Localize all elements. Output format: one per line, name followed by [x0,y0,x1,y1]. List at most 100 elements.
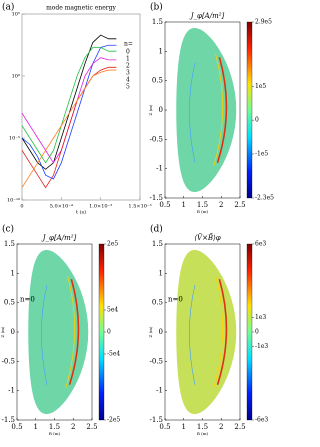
colorbar-tick-label: 2e5 [107,241,118,248]
y-tick-label: 0 [159,328,163,336]
colorbar-tick-label: 0 [255,117,259,124]
colorbar [246,243,253,421]
chart-title: J_φ[A/m²] [189,12,225,20]
x-tick-label: 1.5 [49,423,60,431]
series-line [21,47,117,164]
figure: (a) mode magnetic energy 0 5.0×10⁻⁴ 1.0×10⁻³… [0,2,274,437]
colorbar-tick-label: 0 [255,329,259,336]
current-sheet [189,62,196,163]
y-tick-label: 0 [11,328,15,336]
current-sheet [189,284,196,385]
series-line [21,57,117,164]
y-tick-label: 10⁵ [12,12,20,18]
y-tick-label: -0.5 [150,357,164,365]
y-tick-label: 1.5 [152,18,163,26]
plasma-region [176,27,237,193]
colorbar-tick-label: 2.9e5 [255,19,272,26]
panel-label: (b) [150,2,163,13]
y-tick-label: -0.5 [2,357,16,365]
x-tick-label: 1 [182,423,186,431]
colorbar-tick-label: -6e3 [255,417,268,424]
x-tick-label: 0.5 [159,423,170,431]
colorbar-tick-label: 6e3 [255,241,266,248]
colorbar-tick-label: -2e5 [107,417,120,424]
x-axis-label: R (m) [197,431,209,436]
legend-entry: 0 [126,49,130,56]
x-tick-label: 2 [219,423,223,431]
x-tick-label: 1.0×10⁻³ [89,204,112,210]
y-axis-label: Z (m) [0,326,5,337]
legend-entry: 1 [126,56,130,63]
current-sheet [65,276,76,388]
y-axis-label: Z (m) [148,104,153,115]
y-tick-label: -0.5 [150,135,164,143]
annotation: n=0 [168,296,183,304]
x-tick-label: 2.5 [86,423,97,431]
colorbar-tick-label: 1e3 [255,314,266,321]
y-tick-label: 10⁻¹⁰ [7,198,20,204]
chart-title: ⟨Ṽ×B̃⟩φ [194,233,221,242]
y-tick-label: -1 [156,165,163,173]
colorbar-tick-label: -1e3 [255,343,268,350]
y-tick-label: 0.5 [152,299,163,307]
current-sheet [41,284,48,385]
y-tick-label: -1 [8,387,15,395]
x-tick-label: 2.5 [234,201,245,209]
y-tick-label: -1.5 [150,194,164,202]
current-sheet [213,54,224,166]
colorbar-tick-label: 1e5 [255,83,266,90]
legend-title: n= [124,41,133,48]
chart-title: mode magnetic energy [46,5,116,12]
x-axis-label: R (m) [49,431,61,436]
y-tick-label: 0 [159,106,163,114]
colorbar-tick-label: -2.3e5 [255,195,274,202]
x-tick-label: 1 [182,201,186,209]
y-tick-label: 1.5 [4,240,15,248]
y-tick-label: 1 [11,269,15,277]
legend-entry: 4 [126,77,130,84]
series-line [21,69,117,188]
x-tick-label: 1.5 [197,201,208,209]
colorbar [246,21,253,199]
colorbar [98,243,105,421]
panel-label: (a) [2,2,14,13]
x-tick-label: 0.5 [159,201,170,209]
current-sheet [216,56,228,164]
y-tick-label: -1.5 [2,416,16,424]
series-line [21,66,117,189]
x-tick-label: 2 [71,423,75,431]
y-tick-label: 1 [159,47,163,55]
chart-title: J_φ[A/m²] [41,234,77,242]
colorbar-tick-label: -5e4 [107,351,120,358]
current-sheet [216,278,228,386]
y-tick-label: -1.5 [150,416,164,424]
x-tick-label: 2 [219,201,223,209]
annotation: n=0 [20,296,35,304]
x-tick-label: 2.5 [234,423,245,431]
plasma-region [176,249,237,415]
x-tick-label: 1 [34,423,38,431]
x-axis-label: t (s) [76,209,86,216]
current-sheet [68,278,80,386]
x-tick-label: 1.5 [197,423,208,431]
plasma-region [28,249,89,415]
panel-label: (c) [2,224,14,235]
colorbar-tick-label: 5e4 [107,307,118,314]
x-tick-label: 1.5×10⁻³ [128,204,151,210]
y-tick-label: 0.5 [152,77,163,85]
y-tick-label: 0.5 [4,299,15,307]
x-tick-label: 0.5 [11,423,22,431]
series-line [21,34,117,170]
x-axis-label: R (m) [197,209,209,214]
colorbar-tick-label: 0 [107,329,111,336]
colorbar-tick-label: -1e5 [255,151,268,158]
y-tick-label: 10⁰ [12,74,20,80]
legend-entry: 5 [126,84,130,91]
current-sheet [213,276,224,388]
plot-frame [21,13,141,201]
legend-entry: 3 [126,70,130,77]
y-tick-label: 1.5 [152,240,163,248]
x-tick-label: 5.0×10⁻⁴ [50,204,73,210]
y-tick-label: 10⁻⁵ [9,136,20,142]
